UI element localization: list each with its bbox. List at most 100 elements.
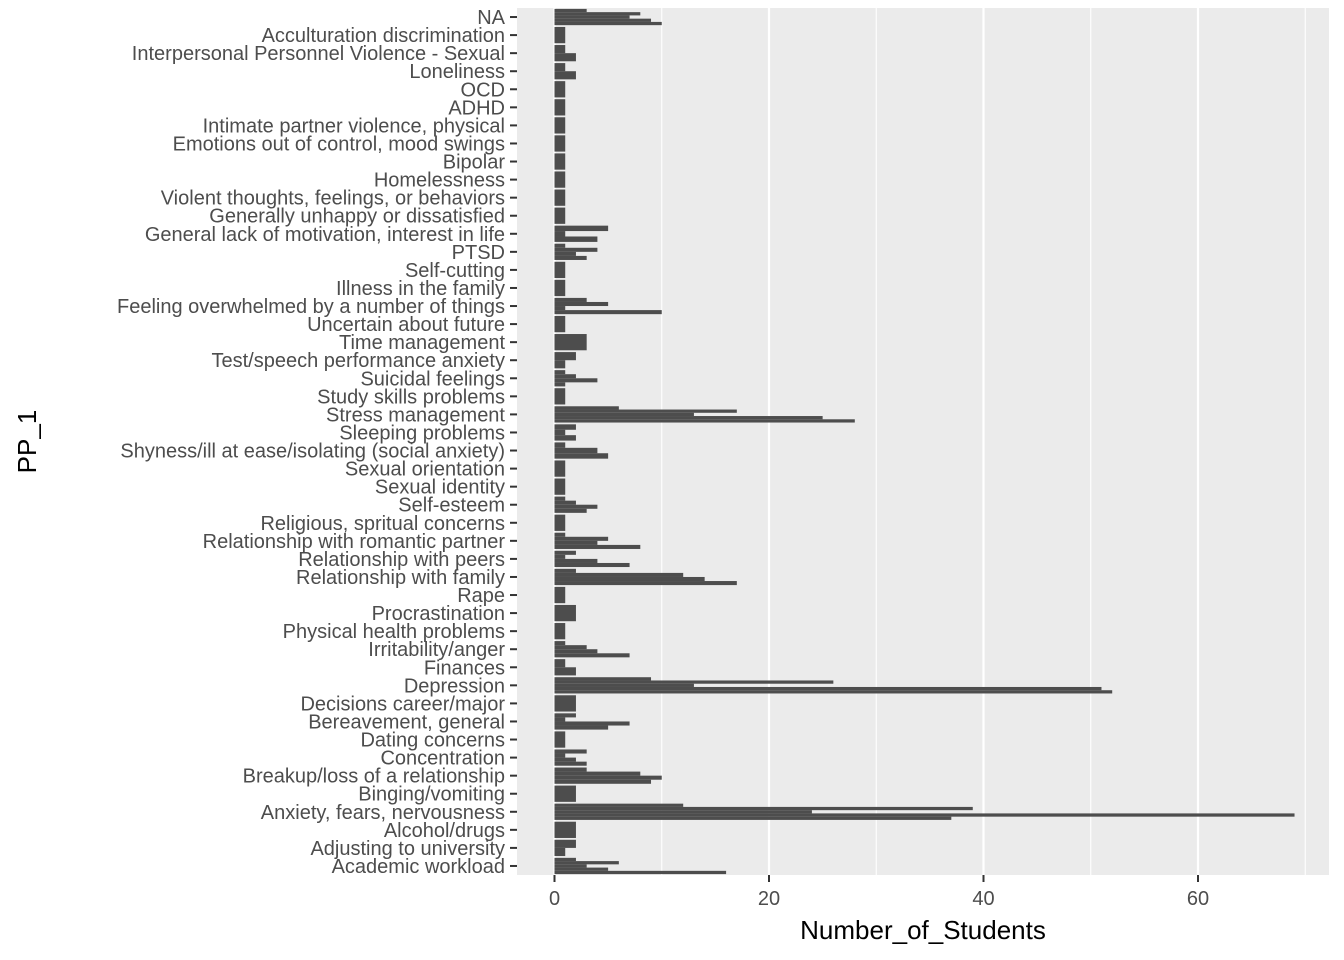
bar-segment — [554, 721, 630, 726]
bars — [554, 8, 1295, 875]
bar-segment — [554, 225, 609, 232]
y-tick-label: Acculturation discrimination — [262, 25, 505, 47]
bar-segment — [554, 352, 576, 361]
bar-segment — [554, 370, 566, 375]
bar-segment — [554, 568, 576, 573]
y-tick-label: ADHD — [448, 97, 505, 119]
bar-segment — [554, 508, 587, 513]
y-tick-label: Intimate partner violence, physical — [203, 115, 505, 137]
bar-segment — [554, 686, 1102, 691]
bar-segment — [554, 12, 641, 16]
bar-segment — [554, 870, 727, 875]
bar-segment — [554, 153, 566, 170]
bar-segment — [554, 496, 566, 501]
bar-segment — [554, 771, 641, 776]
y-tick-label: Illness in the family — [336, 278, 505, 300]
bar-segment — [554, 857, 576, 862]
bar-segment — [554, 861, 619, 865]
bar-segment — [554, 867, 609, 871]
bar-segment — [554, 99, 566, 116]
bar-segment — [554, 725, 609, 730]
y-tick-label: Procrastination — [372, 603, 505, 625]
bar-segment — [554, 261, 566, 279]
bar-segment — [554, 753, 566, 758]
bar-segment — [554, 785, 576, 802]
x-tick-label: 60 — [1187, 888, 1209, 910]
bar-segment — [554, 460, 566, 477]
bar-segment — [554, 500, 576, 505]
y-tick-label: Relationship with family — [296, 567, 505, 589]
bar-segment — [554, 767, 587, 772]
y-tick-label: Shyness/ill at ease/isolating (social an… — [120, 441, 505, 463]
bar-segment — [554, 334, 587, 351]
y-tick-label: Dating concerns — [360, 730, 505, 752]
x-tick-label: 0 — [549, 888, 560, 910]
bar-segment — [554, 117, 566, 134]
bar-segment — [554, 306, 566, 311]
y-tick-label: Academic workload — [332, 856, 505, 878]
bar-segment — [554, 761, 587, 766]
bar-segment — [554, 315, 566, 333]
x-axis-ticks — [553, 875, 1199, 882]
y-tick-label: PTSD — [452, 242, 505, 264]
bar-segment — [554, 659, 566, 668]
bar-segment — [554, 749, 587, 754]
y-tick-label: Self-cutting — [405, 260, 505, 282]
y-tick-label: Decisions career/major — [300, 693, 505, 715]
y-tick-label: NA — [477, 7, 505, 29]
y-tick-label: Binging/vomiting — [358, 784, 505, 806]
bar-segment — [554, 667, 576, 676]
y-tick-label: Emotions out of control, mood swings — [173, 133, 505, 155]
bar-segment — [554, 864, 587, 868]
bar-segment — [554, 713, 576, 718]
bar-segment — [554, 360, 566, 369]
y-tick-label: Uncertain about future — [307, 314, 505, 336]
y-tick-label: Alcohol/drugs — [384, 820, 505, 842]
bar-segment — [554, 301, 609, 307]
x-tick-label: 20 — [758, 888, 780, 910]
y-tick-label: Interpersonal Personnel Violence - Sexua… — [132, 43, 505, 65]
bar-segment — [554, 558, 598, 563]
bar-segment — [554, 243, 566, 248]
bar-segment — [554, 388, 566, 405]
bar-segment — [554, 649, 598, 654]
y-tick-label: Suicidal feelings — [360, 368, 505, 390]
bar-segment — [554, 504, 598, 509]
bar-segment — [554, 447, 598, 454]
y-tick-label: General lack of motivation, interest in … — [145, 224, 505, 246]
plot-panel — [517, 8, 1329, 875]
y-tick-label: Test/speech performance anxiety — [212, 350, 506, 372]
bar-segment — [554, 18, 652, 22]
y-tick-label: Depression — [404, 675, 505, 697]
x-tick-labels: 0 20 40 60 — [549, 888, 1209, 910]
bar-segment — [554, 839, 576, 848]
bar-segment — [554, 231, 566, 237]
bar-segment — [554, 604, 576, 622]
bar-segment — [554, 53, 576, 62]
bar-segment — [554, 645, 587, 650]
bar-segment — [554, 576, 705, 582]
bar-segment — [554, 247, 598, 252]
bar-segment — [554, 409, 737, 413]
bar-segment — [554, 514, 566, 531]
bar-segment — [554, 279, 566, 297]
y-tick-label: Religious, spritual concerns — [260, 513, 505, 535]
y-tick-label: Rape — [457, 585, 505, 607]
y-tick-label: Relationship with romantic partner — [203, 531, 506, 553]
bar-segment — [554, 26, 566, 44]
y-tick-label: Irritability/anger — [368, 639, 505, 661]
y-tick-label: Concentration — [380, 748, 505, 770]
bar-segment — [554, 690, 1113, 694]
bar-segment — [554, 382, 566, 387]
bar-segment — [554, 416, 823, 420]
bar-segment — [554, 803, 684, 807]
y-tick-label: Bipolar — [443, 152, 506, 174]
bar-segment — [554, 572, 684, 577]
bar-segment — [554, 680, 834, 684]
bar-segment — [554, 207, 566, 224]
y-tick-label: Self-esteem — [398, 495, 505, 517]
y-tick-label: Sexual identity — [375, 477, 505, 499]
bar-segment — [554, 550, 576, 555]
bar-segment — [554, 412, 694, 417]
